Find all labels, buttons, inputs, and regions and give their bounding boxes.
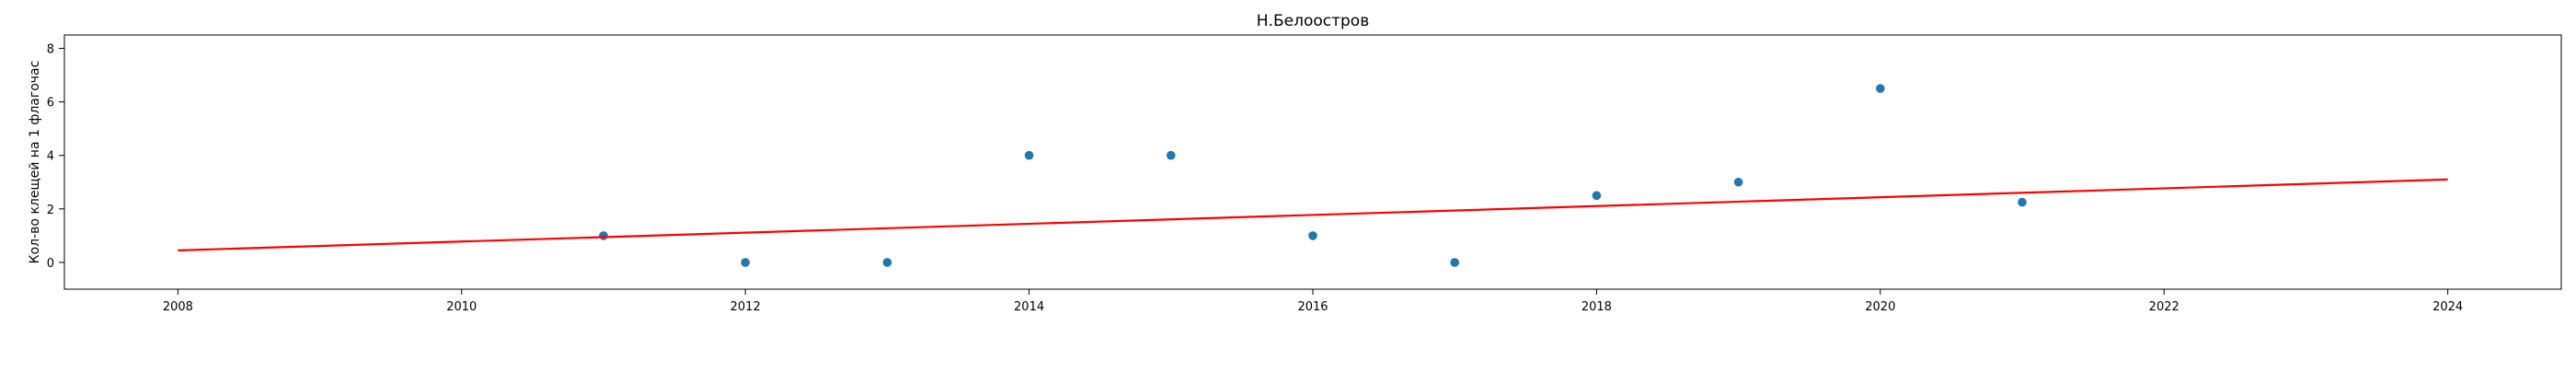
y-axis-label: Кол-во клещей на 1 флагочас: [28, 61, 42, 264]
data-point: [1024, 150, 1034, 160]
plot-background: [64, 35, 2561, 289]
data-point: [1733, 177, 1743, 187]
data-point: [882, 258, 892, 267]
x-tick-label: 2022: [2149, 300, 2179, 314]
x-tick-label: 2016: [1297, 300, 1328, 314]
x-tick-label: 2008: [163, 300, 193, 314]
x-tick-label: 2010: [446, 300, 477, 314]
x-tick-label: 2014: [1014, 300, 1044, 314]
data-point: [1592, 191, 1602, 201]
y-tick-label: 6: [47, 97, 54, 111]
data-point: [1876, 84, 1885, 93]
x-tick-label: 2018: [1581, 300, 1612, 314]
x-tick-label: 2024: [2432, 300, 2463, 314]
data-point: [1166, 150, 1176, 160]
y-tick-label: 0: [47, 257, 54, 271]
chart-title: Н.Белоостров: [1257, 12, 1369, 30]
data-point: [741, 258, 750, 267]
y-tick-label: 2: [47, 204, 54, 217]
x-tick-label: 2012: [730, 300, 761, 314]
data-point: [2018, 197, 2027, 207]
plot-frame: [63, 34, 2562, 290]
x-tick-label: 2020: [1865, 300, 1895, 314]
data-point: [1450, 258, 1460, 267]
y-tick-label: 4: [47, 150, 54, 164]
y-tick-label: 8: [47, 43, 54, 57]
data-point: [1308, 231, 1317, 240]
trend-line: [178, 178, 2448, 251]
data-point: [599, 231, 608, 240]
